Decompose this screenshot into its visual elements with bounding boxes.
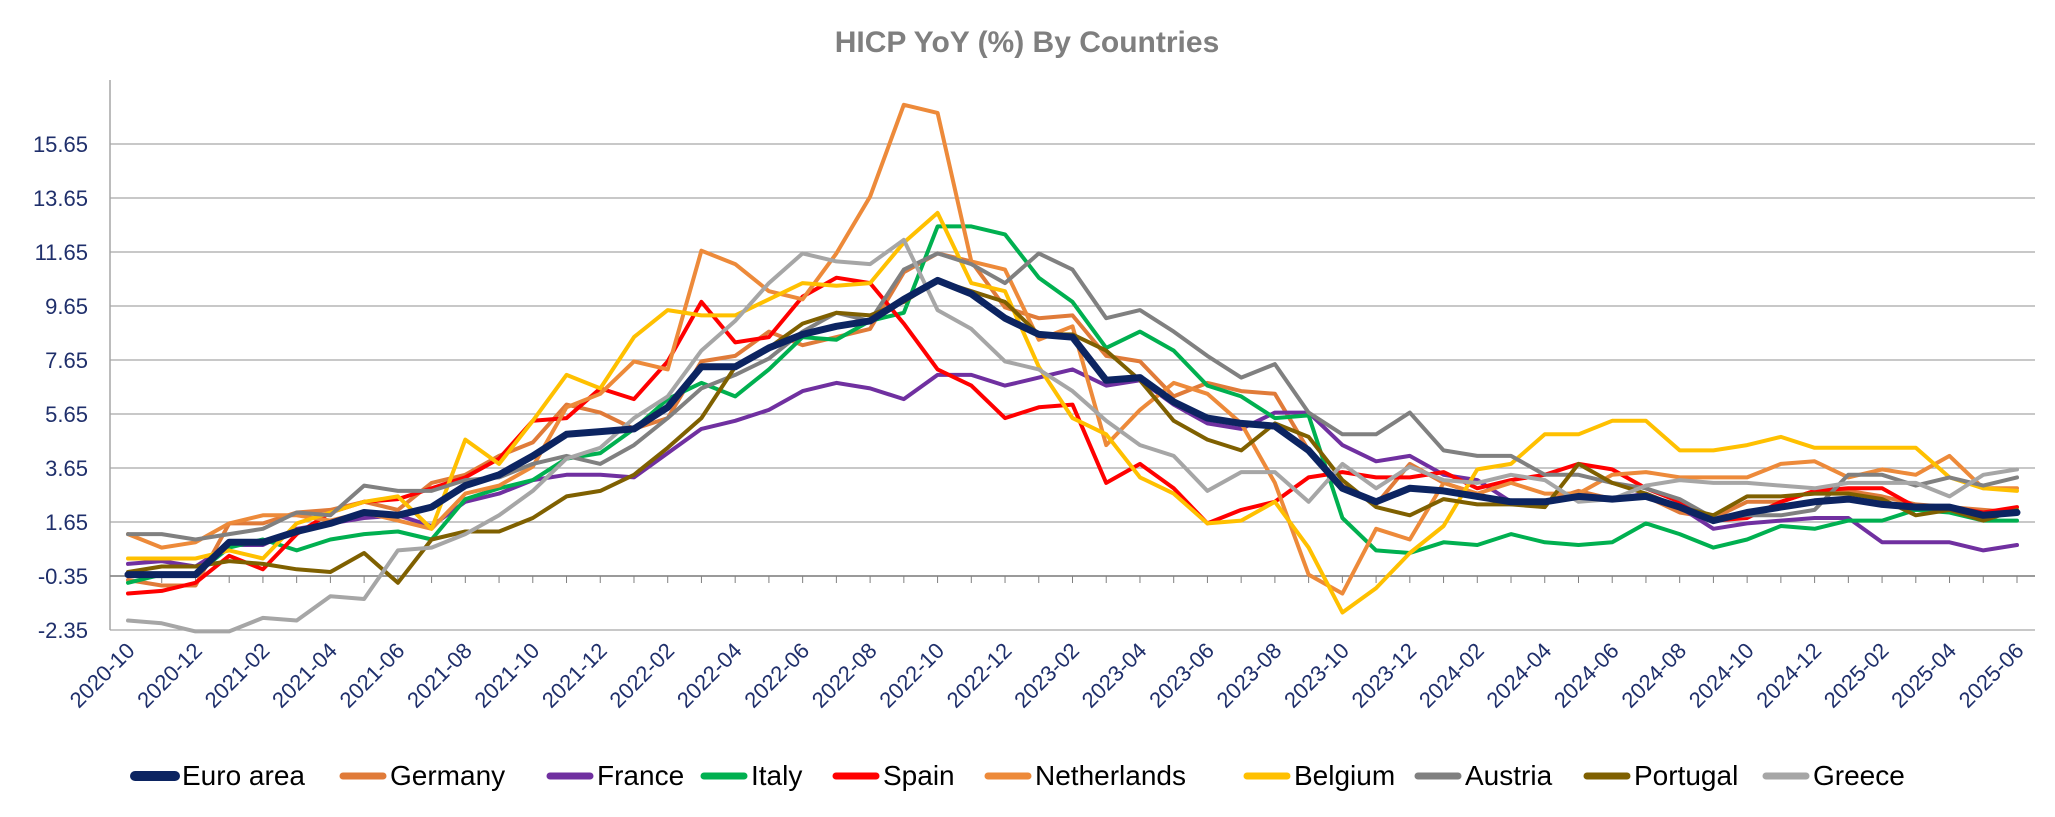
legend-label-germany: Germany xyxy=(390,760,505,791)
x-tick-label: 2021-12 xyxy=(537,638,612,713)
x-tick-label: 2020-10 xyxy=(65,638,140,713)
x-tick-label: 2024-06 xyxy=(1549,638,1624,713)
x-tick-label: 2024-10 xyxy=(1684,638,1759,713)
legend-label-netherlands: Netherlands xyxy=(1035,760,1186,791)
x-tick-label: 2021-02 xyxy=(200,638,275,713)
legend: Euro area Germany France Italy Spain Netherla… xyxy=(130,760,1905,791)
y-tick-label: 13.65 xyxy=(33,186,88,211)
x-tick-label: 2024-04 xyxy=(1482,638,1557,713)
x-tick-label: 2023-08 xyxy=(1212,638,1287,713)
x-tick-label: 2022-08 xyxy=(807,638,882,713)
y-tick-label: 5.65 xyxy=(45,402,88,427)
x-tick-label: 2024-12 xyxy=(1751,638,1826,713)
x-tick-label: 2021-10 xyxy=(470,638,545,713)
y-tick-label: 9.65 xyxy=(45,294,88,319)
axis-layer xyxy=(109,80,2035,630)
x-tick-label: 2021-04 xyxy=(267,638,342,713)
x-tick-label: 2023-02 xyxy=(1009,638,1084,713)
series-line-greece xyxy=(126,237,2019,634)
y-axis-tick-labels: 15.65 13.65 11.65 9.65 7.65 5.65 3.65 1.65 -0.35… xyxy=(33,132,88,643)
legend-label-belgium: Belgium xyxy=(1294,760,1395,791)
legend-label-portugal: Portugal xyxy=(1634,760,1738,791)
y-tick-label: 3.65 xyxy=(45,456,88,481)
x-tick-label: 2023-10 xyxy=(1279,638,1354,713)
legend-label-austria: Austria xyxy=(1465,760,1553,791)
y-tick-label: 1.65 xyxy=(45,510,88,535)
x-tick-label: 2022-12 xyxy=(942,638,1017,713)
legend-label-france: France xyxy=(597,760,684,791)
x-tick-label: 2022-10 xyxy=(874,638,949,713)
x-tick-label: 2024-08 xyxy=(1616,638,1691,713)
x-tick-label: 2023-04 xyxy=(1077,638,1152,713)
x-tick-label: 2021-06 xyxy=(335,638,410,713)
series-line-euro-area xyxy=(124,276,2021,579)
grid-layer xyxy=(110,143,2035,631)
y-tick-label: -2.35 xyxy=(38,618,88,643)
series-line-italy xyxy=(126,224,2019,585)
y-tick-label: 15.65 xyxy=(33,132,88,157)
series-line-netherlands xyxy=(126,102,2019,596)
y-tick-label: 11.65 xyxy=(35,240,88,265)
x-tick-label: 2023-12 xyxy=(1347,638,1422,713)
x-tick-label: 2022-02 xyxy=(604,638,679,713)
x-tick-label: 2022-04 xyxy=(672,638,747,713)
x-tick-label: 2025-06 xyxy=(1954,638,2029,713)
x-tick-label: 2021-08 xyxy=(402,638,477,713)
legend-label-greece: Greece xyxy=(1813,760,1905,791)
legend-label-euro-area: Euro area xyxy=(182,760,305,791)
x-axis-tick-labels: 2020-102020-122021-022021-042021-062021-… xyxy=(65,638,2029,713)
x-tick-label: 2020-12 xyxy=(132,638,207,713)
x-tick-label: 2024-02 xyxy=(1414,638,1489,713)
y-tick-label: 7.65 xyxy=(45,348,88,373)
y-tick-label: -0.35 xyxy=(38,564,88,589)
x-tick-label: 2022-06 xyxy=(739,638,814,713)
legend-label-italy: Italy xyxy=(751,760,802,791)
x-tick-label: 2025-02 xyxy=(1819,638,1894,713)
x-tick-label: 2023-06 xyxy=(1144,638,1219,713)
chart-title: HICP YoY (%) By Countries xyxy=(835,26,1220,59)
x-tick-label: 2025-04 xyxy=(1886,638,1961,713)
series-layer xyxy=(124,102,2021,634)
legend-label-spain: Spain xyxy=(883,760,955,791)
